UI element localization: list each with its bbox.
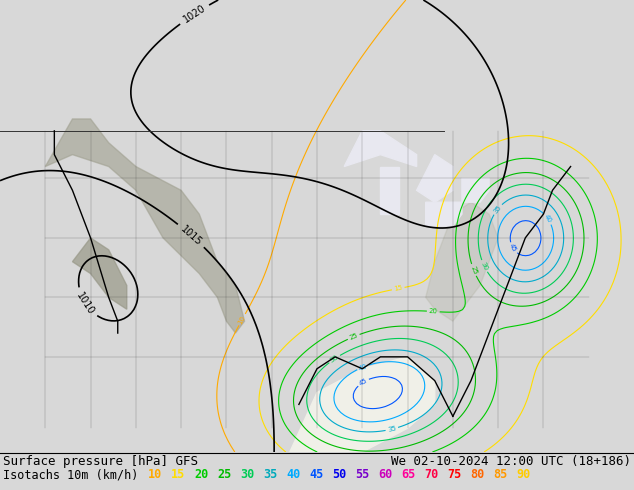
Polygon shape (290, 357, 435, 452)
Text: 35: 35 (493, 204, 503, 215)
Polygon shape (344, 131, 417, 167)
Text: 25: 25 (349, 332, 359, 341)
Text: 30: 30 (240, 468, 254, 481)
Text: 65: 65 (401, 468, 415, 481)
Text: 70: 70 (424, 468, 438, 481)
Text: 10: 10 (237, 314, 247, 325)
Text: 15: 15 (393, 285, 403, 293)
Text: 35: 35 (263, 468, 277, 481)
Text: 20: 20 (194, 468, 208, 481)
Text: 20: 20 (429, 308, 438, 315)
Text: 90: 90 (516, 468, 530, 481)
Text: 55: 55 (355, 468, 369, 481)
Polygon shape (425, 202, 498, 321)
Text: 45: 45 (358, 377, 368, 387)
Text: 1010: 1010 (74, 291, 96, 317)
Text: Isotachs 10m (km/h): Isotachs 10m (km/h) (3, 468, 138, 481)
Text: 50: 50 (332, 468, 346, 481)
Text: 1020: 1020 (181, 3, 207, 25)
Text: 45: 45 (309, 468, 323, 481)
Text: 85: 85 (493, 468, 507, 481)
Polygon shape (462, 178, 489, 202)
Text: 60: 60 (378, 468, 392, 481)
Text: 40: 40 (286, 468, 301, 481)
Text: 15: 15 (171, 468, 185, 481)
Text: We 02-10-2024 12:00 UTC (18+186): We 02-10-2024 12:00 UTC (18+186) (391, 455, 631, 468)
Text: 1015: 1015 (179, 223, 204, 247)
Text: 10: 10 (148, 468, 162, 481)
Polygon shape (425, 202, 462, 226)
Text: Surface pressure [hPa] GFS: Surface pressure [hPa] GFS (3, 455, 198, 468)
Text: 30: 30 (329, 354, 340, 364)
Polygon shape (72, 238, 127, 309)
Text: 25: 25 (217, 468, 231, 481)
Polygon shape (380, 167, 399, 214)
Text: 25: 25 (469, 265, 478, 275)
Text: 45: 45 (508, 243, 518, 253)
Polygon shape (45, 119, 245, 333)
Polygon shape (417, 155, 453, 202)
Text: 40: 40 (543, 214, 553, 224)
Text: 75: 75 (447, 468, 462, 481)
Text: 80: 80 (470, 468, 484, 481)
Text: 35: 35 (387, 425, 397, 433)
Text: 40: 40 (358, 363, 368, 371)
Text: 30: 30 (480, 261, 489, 271)
